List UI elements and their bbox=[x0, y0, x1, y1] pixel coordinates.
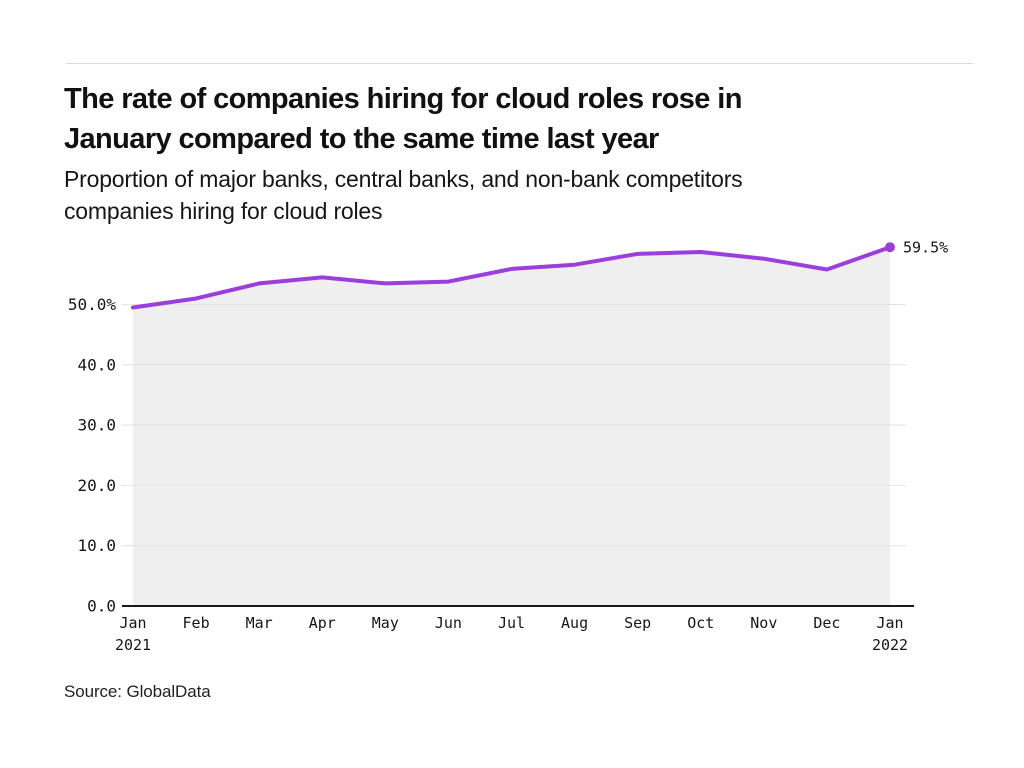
end-point-marker bbox=[885, 242, 895, 253]
page-title-line-1: The rate of companies hiring for cloud r… bbox=[64, 83, 742, 115]
cloud-hiring-line-chart: 0.0 10.0 20.0 30.0 40.0 50.0% 59.5% Jan 2021 Feb M… bbox=[68, 239, 948, 654]
x-tick-label-feb: Feb bbox=[183, 614, 210, 632]
series-area-fill bbox=[133, 247, 890, 606]
y-tick-label-10: 10.0 bbox=[77, 536, 116, 555]
top-divider bbox=[66, 63, 973, 64]
x-tick-label-aug: Aug bbox=[561, 614, 588, 632]
series-line bbox=[131, 245, 892, 310]
x-tick-label-oct: Oct bbox=[687, 614, 714, 632]
y-tick-label-0: 0.0 bbox=[87, 597, 116, 616]
y-tick-label-30: 30.0 bbox=[77, 416, 116, 435]
x-tick-label-nov: Nov bbox=[750, 614, 777, 632]
x-tick-label-jun: Jun bbox=[435, 614, 462, 632]
x-tick-label-dec: Dec bbox=[813, 614, 840, 632]
x-tick-label-jan2022: Jan bbox=[876, 614, 903, 632]
page-title: The rate of companies hiring for cloud r… bbox=[64, 79, 964, 159]
page-subtitle: Proportion of major banks, central banks… bbox=[64, 163, 964, 227]
x-tick-label-mar: Mar bbox=[246, 614, 273, 632]
source-note: Source: GlobalData bbox=[64, 682, 211, 701]
x-tick-year-label-2022: 2022 bbox=[872, 636, 908, 654]
x-tick-label-jul: Jul bbox=[498, 614, 525, 632]
y-tick-label-40: 40.0 bbox=[77, 355, 116, 374]
y-tick-label-50: 50.0% bbox=[68, 295, 117, 314]
x-tick-year-label-2021: 2021 bbox=[115, 636, 151, 654]
x-tick-label-may: May bbox=[372, 614, 399, 632]
chart-area: 0.0 10.0 20.0 30.0 40.0 50.0% 59.5% Jan 2021 Feb M… bbox=[40, 230, 1000, 670]
end-value-label: 59.5% bbox=[903, 239, 948, 257]
y-tick-label-20: 20.0 bbox=[77, 476, 116, 495]
page-title-line-2: January compared to the same time last y… bbox=[64, 123, 659, 155]
page-subtitle-line-1: Proportion of major banks, central banks… bbox=[64, 166, 743, 192]
x-tick-label-sep: Sep bbox=[624, 614, 651, 632]
x-tick-label-jan2021: Jan bbox=[119, 614, 146, 632]
x-tick-label-apr: Apr bbox=[309, 614, 336, 632]
page-subtitle-line-2: companies hiring for cloud roles bbox=[64, 198, 383, 224]
